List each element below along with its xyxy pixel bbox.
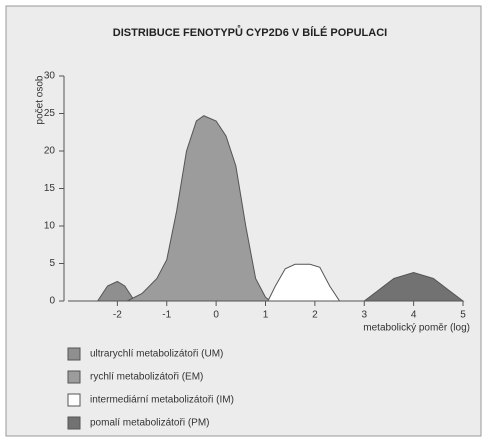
y-tick-label: 20	[44, 146, 56, 157]
y-tick-label: 10	[44, 221, 56, 232]
x-tick-label: 1	[263, 310, 269, 321]
x-axis-label: metabolický poměr (log)	[363, 323, 470, 334]
legend-swatch	[67, 370, 81, 384]
area	[127, 115, 272, 302]
y-tick-label: 25	[44, 108, 56, 119]
y-tick-label: 30	[44, 71, 56, 82]
legend-label: rychlí metabolizátoři (EM)	[90, 372, 203, 383]
y-tick-label: 15	[44, 183, 56, 194]
legend-swatch	[67, 416, 81, 430]
y-tick-label: 5	[49, 258, 55, 269]
y-tick-label: 0	[49, 296, 55, 307]
x-tick-label: 2	[312, 310, 318, 321]
x-tick-label: 0	[213, 310, 219, 321]
chart-title: DISTRIBUCE FENOTYPŮ CYP2D6 V BÍLÉ POPULA…	[113, 25, 387, 39]
area	[267, 263, 341, 302]
legend-label: intermediární metabolizátoři (IM)	[90, 395, 234, 406]
x-tick-label: 4	[411, 310, 417, 321]
legend-swatch	[67, 393, 81, 407]
y-axis-label: počet osob	[35, 75, 46, 124]
x-tick-label: 3	[361, 310, 367, 321]
area	[362, 271, 465, 302]
x-tick-label: -2	[113, 310, 122, 321]
x-tick-label: 5	[460, 310, 466, 321]
legend-label: pomalí metabolizátoři (PM)	[90, 418, 209, 429]
x-tick-label: -1	[162, 310, 171, 321]
legend-swatch	[67, 347, 81, 361]
legend-label: ultrarychlí metabolizátoři (UM)	[90, 349, 223, 360]
